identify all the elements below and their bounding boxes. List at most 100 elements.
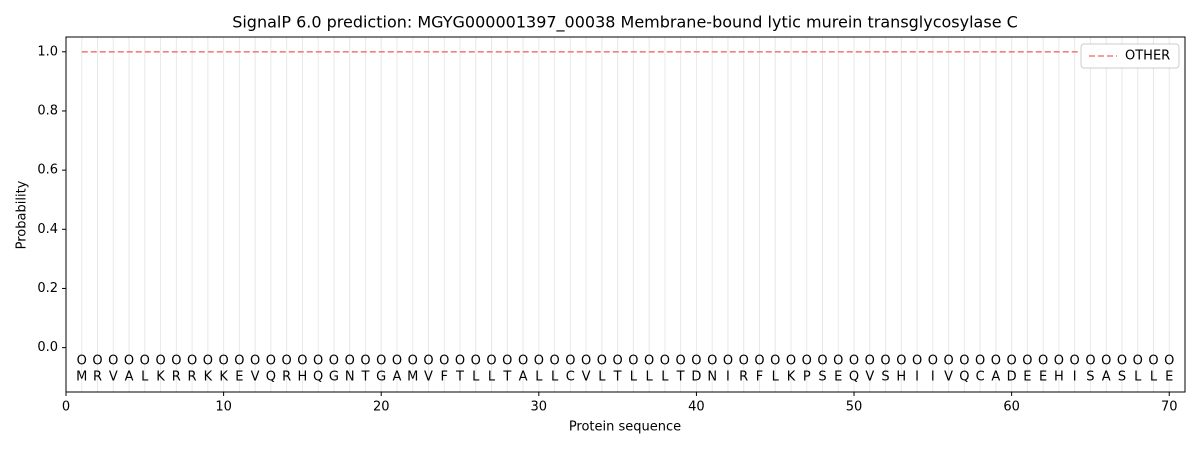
x-tick-label: 60 <box>1003 400 1020 415</box>
region-label: O <box>707 353 717 368</box>
region-label: O <box>345 353 355 368</box>
residue-label: Q <box>266 370 276 385</box>
region-label: O <box>92 353 102 368</box>
region-label: O <box>1148 353 1158 368</box>
region-label: O <box>1038 353 1048 368</box>
residue-label: T <box>502 370 511 385</box>
residue-label: I <box>726 370 730 385</box>
residue-label: A <box>519 370 528 385</box>
region-label: O <box>423 353 433 368</box>
residue-label: V <box>109 370 118 385</box>
residue-label: L <box>1150 370 1158 385</box>
region-label: O <box>534 353 544 368</box>
region-label: O <box>218 353 228 368</box>
chart-title: SignalP 6.0 prediction: MGYG000001397_00… <box>232 13 1018 33</box>
region-label: O <box>833 353 843 368</box>
region-label: O <box>770 353 780 368</box>
residue-label: F <box>441 370 448 385</box>
region-label: O <box>360 353 370 368</box>
residue-label: S <box>1086 370 1094 385</box>
residue-label: P <box>803 370 811 385</box>
residue-label: L <box>472 370 480 385</box>
residue-label: R <box>93 370 102 385</box>
region-label: O <box>1164 353 1174 368</box>
residue-label: I <box>915 370 919 385</box>
residue-label: K <box>219 370 228 385</box>
region-label: O <box>439 353 449 368</box>
region-label: O <box>849 353 859 368</box>
residue-label: L <box>772 370 780 385</box>
region-label: O <box>1101 353 1111 368</box>
region-label: O <box>928 353 938 368</box>
region-label: O <box>234 353 244 368</box>
region-label: O <box>502 353 512 368</box>
residue-label: I <box>931 370 935 385</box>
residue-label: Q <box>959 370 969 385</box>
region-label: O <box>1007 353 1017 368</box>
y-tick-label: 0.0 <box>37 340 58 355</box>
x-tick-label: 10 <box>215 400 232 415</box>
residue-label: K <box>787 370 796 385</box>
region-label: O <box>124 353 134 368</box>
y-tick-label: 0.4 <box>37 222 58 237</box>
region-label: O <box>691 353 701 368</box>
plot-frame <box>65 36 1186 393</box>
residue-label: F <box>756 370 763 385</box>
region-label: O <box>565 353 575 368</box>
region-label: O <box>912 353 922 368</box>
residue-label: E <box>1023 370 1031 385</box>
residue-label: L <box>535 370 543 385</box>
region-label: O <box>518 353 528 368</box>
residue-label: T <box>676 370 685 385</box>
region-label: O <box>376 353 386 368</box>
region-label: O <box>597 353 607 368</box>
region-label: O <box>975 353 985 368</box>
residue-label: S <box>818 370 826 385</box>
region-label: O <box>943 353 953 368</box>
region-label: O <box>991 353 1001 368</box>
region-label: O <box>549 353 559 368</box>
residue-label: S <box>881 370 889 385</box>
region-label: O <box>77 353 87 368</box>
residue-label: Q <box>849 370 859 385</box>
region-label: O <box>896 353 906 368</box>
region-label: O <box>660 353 670 368</box>
residue-label: R <box>282 370 291 385</box>
y-tick-label: 0.2 <box>37 281 58 296</box>
x-tick-label: 20 <box>373 400 390 415</box>
y-tick-label: 0.8 <box>37 103 58 118</box>
region-label: O <box>282 353 292 368</box>
residue-label: N <box>345 370 355 385</box>
residue-label: C <box>976 370 985 385</box>
region-label: O <box>613 353 623 368</box>
residue-label: M <box>407 370 418 385</box>
residue-label: T <box>613 370 622 385</box>
x-tick-label: 40 <box>688 400 705 415</box>
residue-label: R <box>172 370 181 385</box>
legend-label: OTHER <box>1125 49 1170 64</box>
residue-label: R <box>739 370 748 385</box>
region-label: O <box>297 353 307 368</box>
region-label: O <box>723 353 733 368</box>
residue-label: E <box>1039 370 1047 385</box>
residue-label: K <box>204 370 213 385</box>
region-label: O <box>1022 353 1032 368</box>
legend-box <box>1080 43 1180 69</box>
residue-label: K <box>156 370 165 385</box>
region-label: O <box>880 353 890 368</box>
residue-label: R <box>188 370 197 385</box>
region-label: O <box>171 353 181 368</box>
residue-label: E <box>235 370 243 385</box>
residue-label: A <box>393 370 402 385</box>
y-tick-label: 1.0 <box>37 44 58 59</box>
residue-label: Q <box>313 370 323 385</box>
residue-label: T <box>455 370 464 385</box>
region-label: O <box>203 353 213 368</box>
y-axis-label: Probability <box>15 180 30 249</box>
region-label: O <box>802 353 812 368</box>
residue-label: M <box>76 370 87 385</box>
residue-label: L <box>630 370 638 385</box>
region-label: O <box>313 353 323 368</box>
residue-label: V <box>582 370 591 385</box>
region-label: O <box>455 353 465 368</box>
